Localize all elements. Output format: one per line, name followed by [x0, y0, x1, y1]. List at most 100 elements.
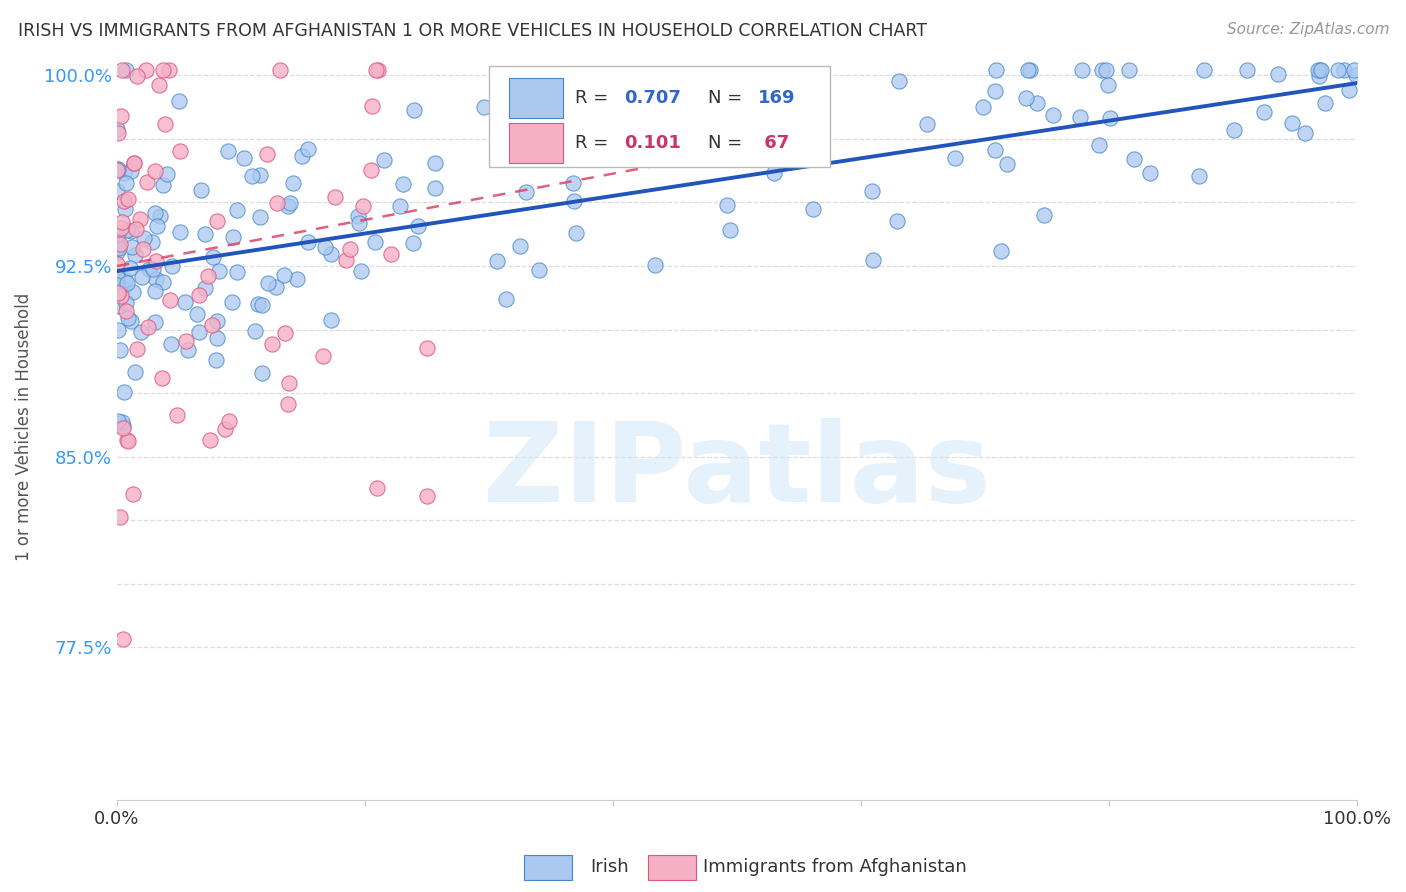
- Text: Immigrants from Afghanistan: Immigrants from Afghanistan: [703, 858, 967, 876]
- Point: [205, 214, 228, 228]
- Point: [105, 161, 128, 176]
- Point: [222, 230, 245, 244]
- Point: [1326, 63, 1348, 78]
- Point: [148, 209, 170, 223]
- Point: [285, 271, 308, 285]
- Point: [111, 421, 134, 435]
- FancyBboxPatch shape: [489, 66, 830, 167]
- Point: [152, 63, 174, 78]
- Point: [347, 209, 370, 223]
- Point: [205, 331, 228, 345]
- Point: [312, 349, 335, 363]
- Point: [1069, 110, 1091, 124]
- FancyBboxPatch shape: [509, 78, 564, 118]
- Point: [1309, 63, 1331, 78]
- Point: [117, 310, 139, 325]
- Point: [115, 223, 138, 237]
- Point: [135, 175, 157, 189]
- Point: [208, 264, 231, 278]
- Point: [217, 144, 239, 158]
- Point: [1015, 91, 1038, 105]
- Point: [218, 414, 240, 428]
- Text: 0.707: 0.707: [624, 89, 681, 107]
- Point: [297, 235, 319, 250]
- Text: ZIPatlas: ZIPatlas: [484, 418, 991, 525]
- Point: [148, 78, 170, 93]
- Point: [105, 245, 128, 260]
- Point: [141, 235, 163, 250]
- Point: [366, 482, 388, 496]
- Point: [115, 63, 138, 78]
- Point: [682, 118, 704, 132]
- Point: [887, 74, 910, 88]
- Point: [167, 94, 190, 108]
- Point: [1019, 63, 1042, 78]
- Point: [529, 263, 551, 277]
- Y-axis label: 1 or more Vehicles in Household: 1 or more Vehicles in Household: [15, 293, 32, 561]
- Point: [1118, 63, 1140, 78]
- Point: [984, 63, 1007, 78]
- Point: [277, 199, 299, 213]
- Point: [291, 149, 314, 163]
- Point: [221, 295, 243, 310]
- Point: [763, 166, 786, 180]
- Point: [157, 63, 180, 78]
- Text: 67: 67: [758, 134, 789, 152]
- Point: [1017, 63, 1039, 78]
- Point: [105, 269, 128, 284]
- Point: [174, 334, 197, 348]
- Point: [105, 256, 128, 270]
- Point: [249, 169, 271, 183]
- Point: [595, 140, 617, 154]
- Point: [105, 234, 128, 248]
- Point: [917, 117, 939, 131]
- Point: [515, 185, 537, 199]
- Point: [984, 143, 1007, 157]
- Text: R =: R =: [575, 134, 613, 152]
- Point: [1087, 137, 1109, 152]
- Point: [801, 202, 824, 217]
- Point: [166, 408, 188, 422]
- Point: [115, 176, 138, 190]
- Point: [138, 261, 160, 276]
- Point: [105, 299, 128, 313]
- Point: [152, 275, 174, 289]
- Point: [114, 166, 136, 180]
- Point: [1097, 78, 1119, 92]
- Text: 169: 169: [758, 89, 796, 107]
- Point: [107, 126, 129, 140]
- Point: [105, 121, 128, 136]
- Point: [562, 194, 585, 208]
- Text: N =: N =: [709, 134, 748, 152]
- Point: [402, 103, 425, 117]
- Point: [114, 202, 136, 217]
- Point: [160, 259, 183, 273]
- Point: [274, 326, 297, 340]
- Point: [319, 313, 342, 327]
- Point: [117, 434, 139, 448]
- Point: [1223, 123, 1246, 137]
- Point: [108, 509, 131, 524]
- Point: [132, 242, 155, 256]
- Point: [886, 214, 908, 228]
- Point: [352, 199, 374, 213]
- Point: [360, 99, 382, 113]
- Point: [117, 192, 139, 206]
- Point: [256, 276, 278, 290]
- Point: [105, 184, 128, 198]
- Point: [995, 157, 1018, 171]
- Point: [107, 323, 129, 337]
- Point: [110, 220, 132, 235]
- Point: [136, 320, 159, 334]
- Point: [134, 231, 156, 245]
- Point: [297, 142, 319, 156]
- Point: [323, 190, 346, 204]
- Point: [169, 145, 191, 159]
- Point: [486, 254, 509, 268]
- Point: [778, 149, 800, 163]
- Point: [198, 433, 221, 447]
- Point: [174, 294, 197, 309]
- Point: [115, 434, 138, 448]
- Point: [124, 248, 146, 262]
- Point: [561, 177, 583, 191]
